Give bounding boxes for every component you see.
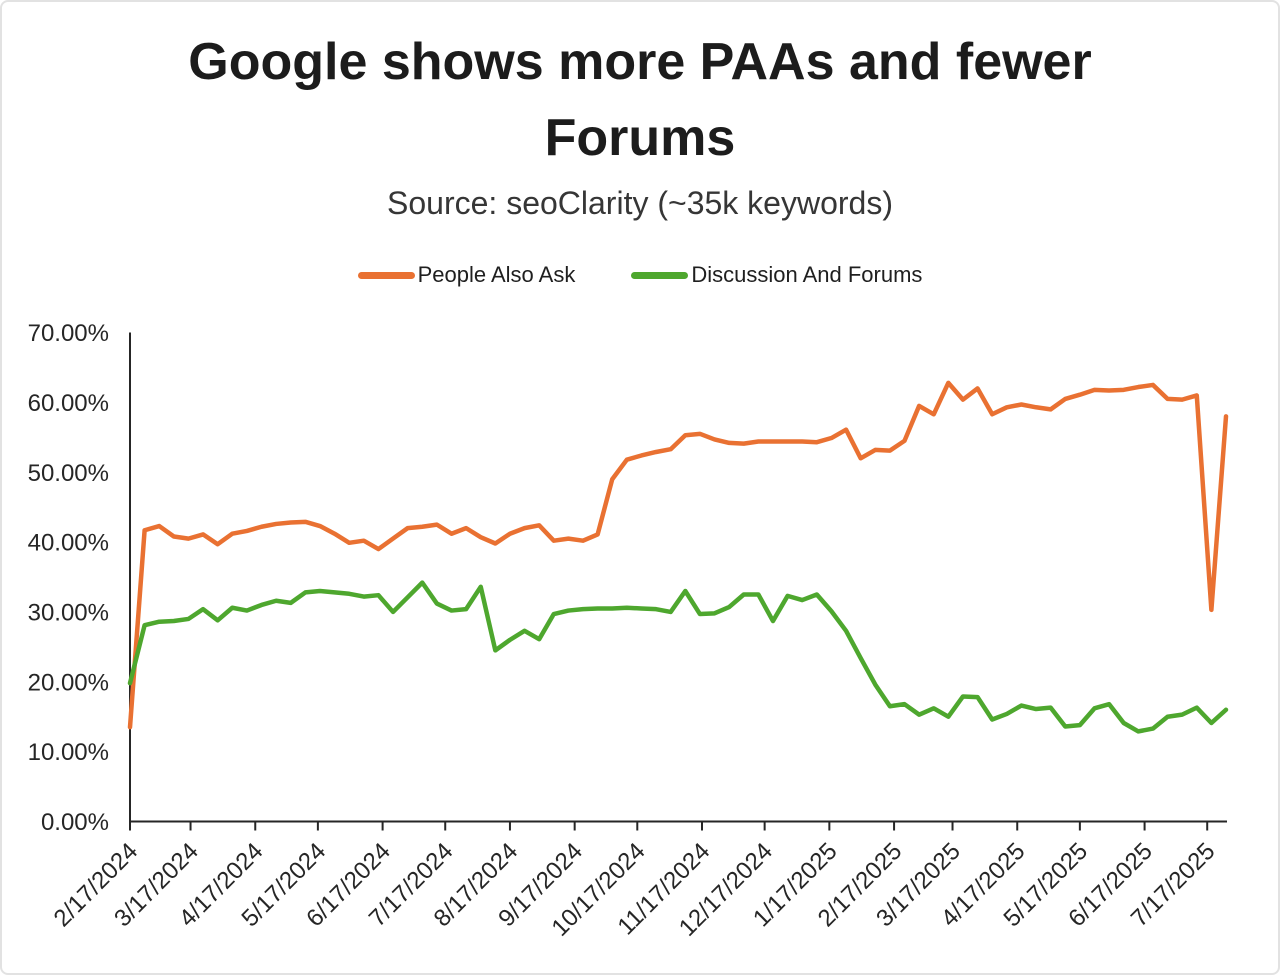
series-line-discussion-and-forums: [127, 580, 1229, 734]
chart-subtitle: Source: seoClarity (~35k keywords): [387, 185, 893, 221]
y-axis-label: 30.00%: [28, 599, 109, 626]
series-line-people-also-ask: [127, 380, 1229, 730]
legend-swatch-people-also-ask-icon: [357, 271, 415, 279]
y-axis-label: 40.00%: [28, 530, 109, 557]
y-axis-label: 10.00%: [28, 739, 109, 766]
legend-swatch-discussion-and-forums-icon: [631, 271, 689, 279]
chart-legend: People Also Ask Discussion And Forums: [2, 262, 1278, 288]
chart-title: Google shows more PAAs and fewer Forums: [188, 33, 1092, 167]
y-axis-label: 70.00%: [28, 320, 109, 347]
y-axis-label: 50.00%: [28, 460, 109, 487]
legend-label-discussion-and-forums: Discussion And Forums: [691, 262, 923, 287]
legend-label-people-also-ask: People Also Ask: [417, 262, 576, 287]
legend-item-people-also-ask: People Also Ask: [357, 262, 576, 288]
y-axis-label: 0.00%: [41, 809, 109, 836]
y-axis-label: 60.00%: [28, 390, 109, 417]
legend-item-discussion-and-forums: Discussion And Forums: [631, 262, 922, 288]
y-axis-label: 20.00%: [28, 669, 109, 696]
